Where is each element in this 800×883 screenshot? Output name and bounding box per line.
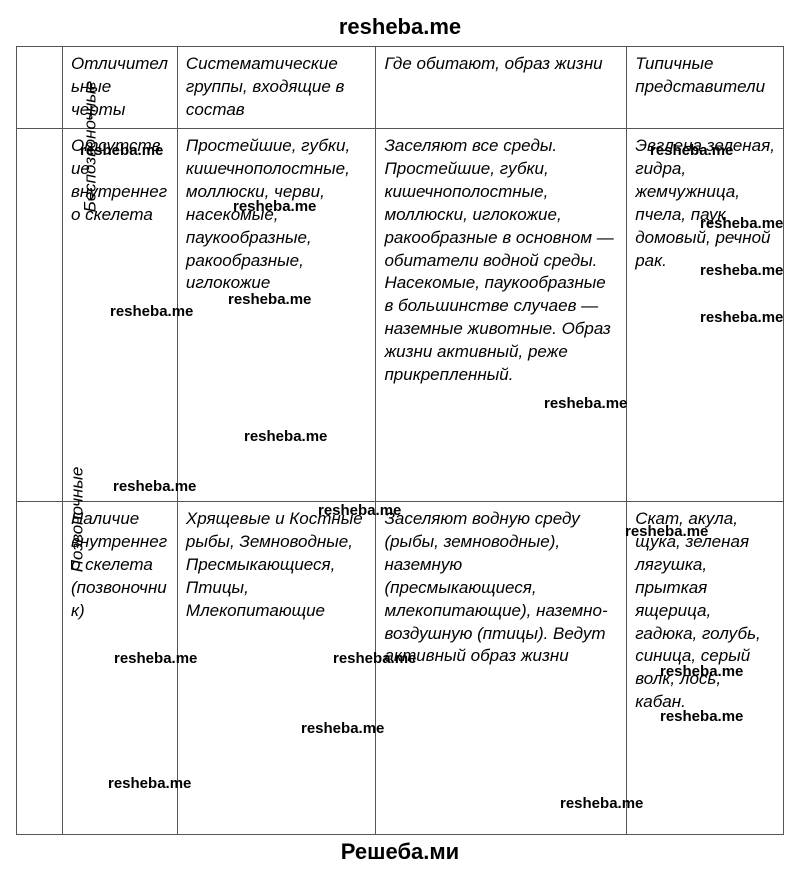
row1-group-label: Позвоночные [66, 466, 89, 572]
row0-c4: Эвглена зеленая, гидра, жемчужница, пчел… [627, 128, 784, 501]
row1-c2: Хрящевые и Костные рыбы, Земноводные, Пр… [177, 501, 376, 834]
top-watermark-title: resheba.me [16, 14, 784, 40]
row0-group-label-cell: Беспозвоночные [17, 128, 63, 501]
comparison-table: Отличительные черты Систематические груп… [16, 46, 784, 835]
table-row: Позвоночные Наличие внутреннего скелета … [17, 501, 784, 834]
header-col4: Типичные представители [627, 47, 784, 129]
row1-c4: Скат, акула, щука, зеленая лягушка, прыт… [627, 501, 784, 834]
header-blank [17, 47, 63, 129]
row1-c3: Заселяют водную среду (рыбы, земноводные… [376, 501, 627, 834]
table-header-row: Отличительные черты Систематические груп… [17, 47, 784, 129]
row1-group-label-cell: Позвоночные [17, 501, 63, 834]
header-col3: Где обитают, образ жизни [376, 47, 627, 129]
row0-c2: Простейшие, губки, кишечнополостные, мол… [177, 128, 376, 501]
table-row: Беспозвоночные Отсутствие внутреннего ск… [17, 128, 784, 501]
row0-group-label: Беспозвоночные [79, 81, 102, 212]
row0-c3: Заселяют все среды. Простейшие, губки, к… [376, 128, 627, 501]
page-root: resheba.me Отличительные черты Системати… [0, 0, 800, 879]
header-col2: Систематические группы, входящие в соста… [177, 47, 376, 129]
bottom-title: Решеба.ми [16, 839, 784, 865]
